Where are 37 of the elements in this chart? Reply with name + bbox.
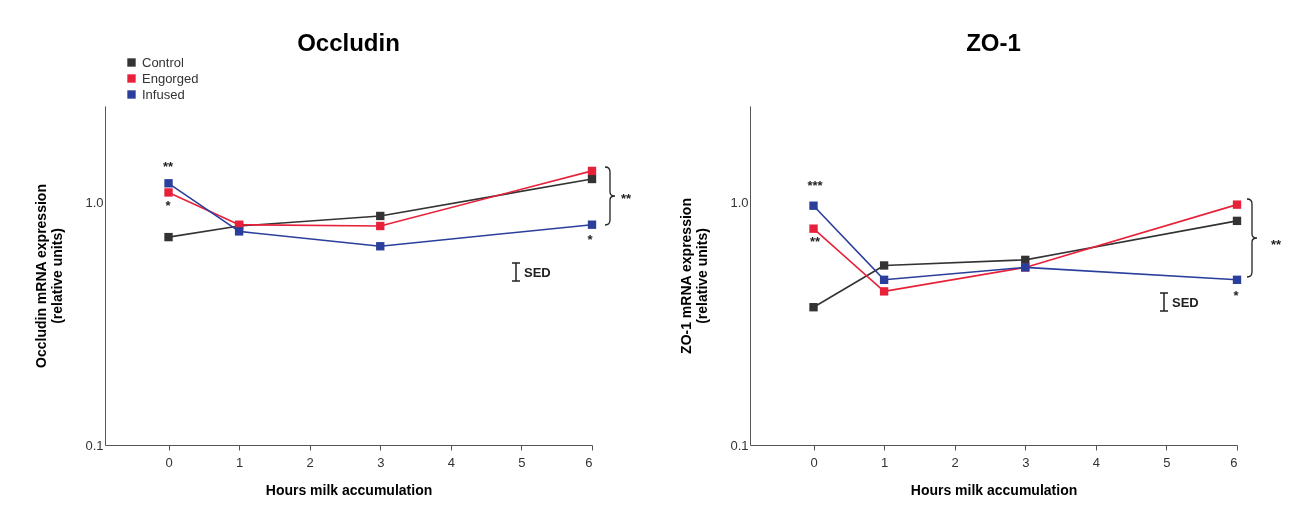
legend-label: Infused: [142, 86, 185, 102]
x-axis-title: Hours milk accumulation: [265, 481, 433, 498]
x-tick-label: 5: [1163, 454, 1171, 470]
y-tick-label: 0.1: [730, 437, 749, 453]
y-tick-label: 1.0: [730, 195, 749, 210]
x-tick-label: 5: [518, 454, 526, 470]
y-tick-label: 1.0: [85, 195, 104, 210]
x-axis-title: Hours milk accumulation: [910, 481, 1078, 498]
x-tick-label: 3: [377, 454, 385, 470]
x-tick-label: 4: [447, 454, 455, 470]
annotation: SED: [1172, 294, 1199, 310]
x-tick-label: 2: [951, 454, 959, 470]
x-tick-label: 4: [1092, 454, 1100, 470]
legend-label: Control: [142, 54, 185, 70]
y-axis-title: ZO-1 mRNA expression (relative units): [678, 198, 711, 354]
x-tick-label: 2: [306, 454, 314, 470]
annotation: ***: [807, 178, 823, 193]
x-tick-label: 6: [585, 454, 593, 470]
annotation: **: [809, 234, 821, 249]
x-tick-label: 6: [1230, 454, 1238, 470]
text: **: [1270, 237, 1282, 252]
text: **: [620, 191, 632, 206]
chart-title: ZO-1: [966, 29, 1021, 56]
y-axis-title: Occludin mRNA expression (relative units): [33, 184, 66, 368]
annotation: **: [162, 159, 174, 174]
annotation: *: [165, 198, 171, 213]
annotation: *: [1233, 288, 1239, 303]
x-tick-label: 1: [235, 454, 244, 470]
annotation: SED: [524, 264, 551, 280]
x-tick-label: 0: [810, 454, 818, 470]
x-tick-label: 1: [880, 454, 889, 470]
legend-label: Engorged: [142, 70, 199, 86]
x-tick-label: 0: [165, 454, 173, 470]
y-tick-label: 0.1: [85, 437, 104, 453]
chart-title: Occludin: [297, 29, 400, 56]
x-tick-label: 3: [1022, 454, 1030, 470]
annotation: *: [587, 232, 593, 247]
